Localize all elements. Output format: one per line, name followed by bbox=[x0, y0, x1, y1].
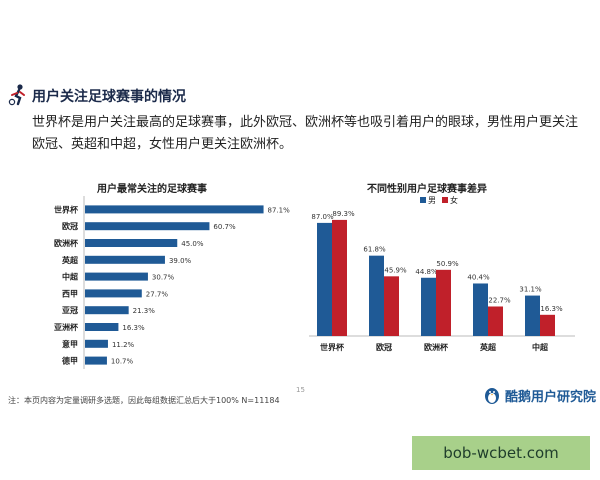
left-category-label: 欧洲杯 bbox=[54, 238, 79, 248]
right-value-label: 87.0% bbox=[311, 213, 334, 221]
left-bar bbox=[85, 205, 264, 214]
right-value-label: 45.9% bbox=[384, 266, 407, 274]
left-value-label: 21.3% bbox=[133, 307, 156, 315]
watermark-badge: bob-wcbet.com bbox=[412, 436, 590, 470]
left-bar bbox=[85, 255, 165, 264]
right-category-label: 英超 bbox=[479, 342, 497, 352]
right-bar-female bbox=[540, 314, 555, 336]
right-value-label: 89.3% bbox=[332, 210, 355, 218]
right-bar-male bbox=[317, 222, 332, 336]
left-bar-chart: 世界杯 87.1% 欧冠 60.7% 欧洲杯 45.0% 英超 39.0% 中超 30.7% 西甲 2… bbox=[54, 196, 291, 369]
left-value-label: 10.7% bbox=[111, 358, 134, 366]
right-chart-title: 不同性别用户足球赛事差异 bbox=[367, 184, 487, 195]
left-category-label: 英超 bbox=[61, 255, 79, 265]
right-category-label: 欧洲杯 bbox=[424, 342, 449, 352]
right-value-label: 40.4% bbox=[467, 273, 490, 281]
left-category-label: 世界杯 bbox=[54, 204, 79, 214]
left-value-label: 16.3% bbox=[122, 324, 145, 332]
left-value-label: 87.1% bbox=[268, 206, 291, 214]
right-category-label: 中超 bbox=[532, 342, 549, 352]
legend-item-female: 女 bbox=[442, 195, 458, 206]
page-title: 用户关注足球赛事的情况 bbox=[32, 89, 186, 105]
left-bar bbox=[85, 339, 108, 348]
right-value-label: 50.9% bbox=[436, 260, 459, 268]
left-category-label: 西甲 bbox=[62, 289, 78, 298]
left-bar bbox=[85, 239, 178, 247]
right-value-label: 61.8% bbox=[363, 246, 386, 254]
right-value-label: 16.3% bbox=[540, 305, 563, 313]
left-bar bbox=[85, 356, 107, 365]
brand-name: 酷鹅用户研究院 bbox=[505, 389, 597, 405]
left-category-label: 意甲 bbox=[62, 339, 78, 349]
left-category-label: 中超 bbox=[62, 272, 79, 282]
brand-logo: 酷鹅用户研究院 bbox=[483, 384, 596, 406]
right-value-label: 31.1% bbox=[519, 286, 542, 294]
left-bar bbox=[85, 323, 119, 331]
soccer-player-icon bbox=[8, 84, 25, 106]
left-bar bbox=[85, 289, 142, 298]
left-value-label: 39.0% bbox=[169, 257, 192, 265]
right-bar-female bbox=[488, 306, 503, 336]
right-bar-female bbox=[436, 269, 451, 336]
left-category-label: 亚冠 bbox=[62, 306, 78, 315]
right-grouped-bar-chart: 87.0%89.3% 世界杯 61.8% 45.9% 欧冠 44.8%50.9% 欧洲杯 40… bbox=[309, 210, 575, 352]
left-chart-title: 用户最常关注的足球赛事 bbox=[97, 184, 207, 195]
left-value-label: 27.7% bbox=[146, 290, 169, 298]
left-category-label: 德甲 bbox=[62, 356, 78, 366]
left-bar bbox=[85, 272, 148, 281]
right-category-label: 世界杯 bbox=[320, 342, 345, 352]
right-bar-male bbox=[421, 277, 436, 336]
penguin-logo-icon bbox=[485, 388, 499, 404]
left-value-label: 60.7% bbox=[213, 223, 236, 231]
right-bar-male bbox=[525, 295, 540, 336]
right-bar-male bbox=[473, 283, 488, 336]
left-category-label: 欧冠 bbox=[62, 221, 78, 231]
right-category-label: 欧冠 bbox=[376, 342, 392, 352]
summary-text: 世界杯是用户关注最高的足球赛事，此外欧冠、欧洲杯等也吸引着用户的眼球，男性用户更… bbox=[32, 115, 579, 152]
left-bar bbox=[85, 222, 210, 231]
footnote: 注：本页内容为定量调研多选题，因此每组数据汇总后大于100% N=11184 bbox=[8, 396, 280, 405]
legend: 男 女 bbox=[420, 195, 458, 206]
right-bar-male bbox=[369, 255, 384, 336]
page-number: 15 bbox=[296, 386, 305, 394]
left-category-label: 亚洲杯 bbox=[54, 322, 79, 332]
left-bar bbox=[85, 306, 129, 315]
right-bar-female bbox=[384, 276, 399, 336]
legend-item-male: 男 bbox=[420, 195, 436, 206]
right-value-label: 22.7% bbox=[488, 296, 511, 304]
left-value-label: 45.0% bbox=[181, 240, 204, 248]
left-value-label: 30.7% bbox=[152, 274, 175, 282]
right-value-label: 44.8% bbox=[415, 268, 438, 276]
right-bar-female bbox=[332, 219, 347, 336]
left-value-label: 11.2% bbox=[112, 341, 135, 349]
